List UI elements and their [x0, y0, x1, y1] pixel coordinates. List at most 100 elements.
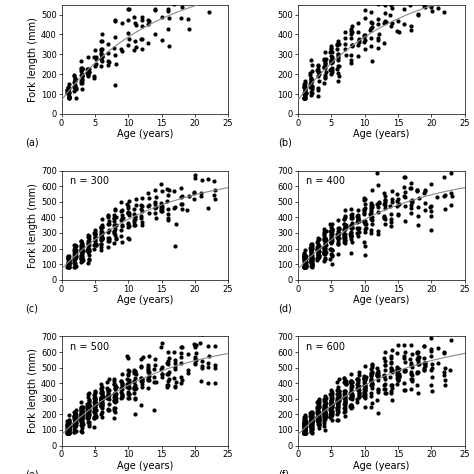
Point — [394, 195, 401, 202]
Point — [64, 88, 72, 96]
Point — [78, 414, 86, 422]
Point — [72, 407, 80, 414]
Point — [308, 75, 315, 83]
Point — [300, 428, 308, 436]
Point — [99, 392, 106, 400]
Point — [387, 367, 395, 374]
Point — [342, 28, 349, 36]
Point — [328, 386, 335, 394]
Point — [414, 204, 422, 211]
Point — [414, 368, 422, 376]
Point — [341, 237, 349, 244]
Point — [171, 374, 178, 381]
Point — [427, 353, 434, 360]
Point — [92, 241, 100, 248]
Point — [415, 221, 422, 229]
Point — [321, 400, 328, 408]
Point — [335, 40, 343, 48]
Point — [321, 396, 329, 404]
Point — [191, 172, 199, 179]
Point — [77, 67, 85, 74]
Point — [97, 232, 104, 240]
Point — [65, 419, 73, 426]
Point — [388, 346, 396, 354]
Point — [158, 373, 166, 381]
Point — [71, 243, 79, 251]
Point — [380, 190, 388, 197]
Point — [164, 214, 172, 222]
Point — [428, 345, 435, 353]
Point — [64, 429, 71, 437]
Point — [314, 243, 321, 251]
Point — [170, 187, 178, 194]
Point — [145, 202, 152, 210]
Point — [158, 187, 166, 194]
Point — [327, 406, 334, 413]
Point — [77, 421, 85, 428]
Point — [320, 257, 328, 265]
Point — [145, 194, 153, 202]
Point — [64, 419, 72, 426]
Point — [164, 205, 172, 213]
Point — [308, 82, 316, 90]
Point — [65, 93, 73, 101]
Point — [144, 362, 152, 369]
Point — [65, 258, 73, 265]
Point — [125, 211, 133, 219]
Point — [150, 365, 158, 373]
Point — [382, 199, 389, 206]
Point — [64, 88, 72, 95]
Point — [347, 211, 355, 219]
Point — [321, 410, 329, 418]
Point — [341, 230, 348, 238]
Point — [374, 230, 382, 237]
Point — [355, 390, 363, 397]
Point — [301, 255, 309, 262]
Point — [104, 57, 111, 64]
Point — [84, 411, 91, 419]
Point — [97, 237, 105, 244]
Point — [65, 426, 73, 433]
Point — [97, 397, 105, 404]
Point — [315, 417, 323, 424]
Point — [197, 190, 205, 197]
Point — [179, 376, 186, 384]
Point — [300, 264, 308, 271]
Point — [347, 51, 355, 59]
Point — [64, 425, 72, 433]
Point — [375, 198, 383, 206]
Point — [407, 385, 415, 393]
Point — [211, 364, 219, 372]
Point — [321, 427, 328, 434]
Point — [361, 46, 368, 53]
Point — [314, 246, 321, 254]
Point — [381, 9, 389, 17]
Point — [301, 425, 308, 432]
Point — [84, 407, 91, 414]
Point — [301, 423, 309, 431]
Point — [79, 410, 86, 418]
Point — [387, 223, 395, 230]
Point — [98, 396, 105, 403]
Point — [158, 204, 165, 211]
Point — [327, 234, 335, 242]
Point — [374, 15, 382, 23]
Point — [315, 86, 322, 93]
Point — [382, 380, 389, 388]
Point — [381, 361, 389, 369]
Point — [197, 339, 204, 347]
Point — [334, 70, 342, 77]
Point — [77, 65, 85, 73]
Point — [138, 218, 146, 226]
Point — [334, 230, 341, 238]
Point — [177, 360, 185, 367]
Point — [78, 243, 86, 251]
Point — [65, 261, 73, 268]
Point — [90, 424, 98, 431]
Point — [92, 55, 100, 63]
Point — [97, 49, 105, 56]
Point — [78, 413, 86, 420]
Point — [368, 204, 375, 211]
Point — [301, 258, 309, 266]
Point — [342, 380, 349, 388]
